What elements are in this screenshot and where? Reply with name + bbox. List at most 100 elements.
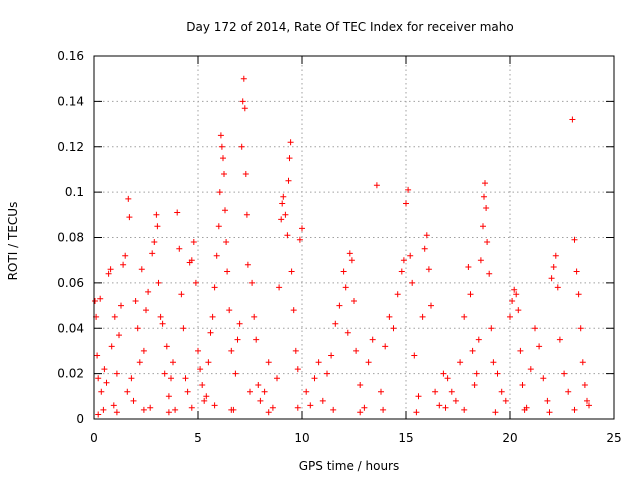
data-point bbox=[579, 359, 586, 366]
data-point bbox=[330, 406, 337, 413]
data-point bbox=[287, 139, 294, 146]
data-point bbox=[107, 266, 114, 273]
data-point bbox=[211, 284, 218, 291]
data-point bbox=[221, 171, 227, 177]
data-point bbox=[328, 352, 335, 359]
data-point bbox=[461, 406, 468, 413]
data-point bbox=[247, 388, 253, 395]
data-point bbox=[575, 291, 582, 298]
data-point bbox=[573, 268, 580, 275]
data-point bbox=[552, 252, 559, 259]
data-point bbox=[571, 406, 578, 413]
data-point bbox=[284, 232, 291, 239]
y-axis-label: ROTI / TECUs bbox=[6, 202, 20, 281]
data-point bbox=[190, 239, 197, 245]
data-point bbox=[544, 397, 551, 404]
data-point bbox=[94, 352, 101, 359]
data-point bbox=[207, 329, 214, 336]
data-point bbox=[292, 347, 299, 354]
data-point bbox=[490, 359, 497, 366]
data-point bbox=[138, 266, 145, 273]
data-point bbox=[157, 313, 164, 320]
data-point bbox=[303, 388, 310, 395]
data-point bbox=[415, 393, 422, 400]
x-tick-label: 10 bbox=[294, 431, 309, 445]
data-point bbox=[457, 359, 464, 366]
data-point bbox=[440, 370, 447, 377]
data-point bbox=[315, 359, 322, 366]
axes: 0 0.02 0.04 0.06 0.08 0.1 0.12 0.14 0.16 0 5 10 15 20… bbox=[57, 49, 621, 445]
data-point bbox=[232, 370, 239, 377]
data-point bbox=[95, 411, 102, 418]
data-point bbox=[238, 143, 245, 150]
y-tick-label: 0.16 bbox=[57, 49, 84, 63]
data-point bbox=[421, 245, 428, 252]
y-tick-label: 0.04 bbox=[57, 321, 84, 335]
data-point bbox=[240, 75, 247, 82]
data-point bbox=[192, 279, 199, 286]
data-point bbox=[140, 406, 147, 413]
data-point bbox=[241, 105, 248, 112]
data-point bbox=[111, 313, 118, 320]
data-point bbox=[378, 388, 384, 395]
data-point bbox=[332, 320, 339, 327]
data-point bbox=[548, 275, 555, 282]
data-point bbox=[228, 406, 235, 413]
data-point bbox=[382, 343, 389, 350]
data-point bbox=[95, 375, 102, 382]
data-point bbox=[442, 404, 449, 411]
data-point bbox=[386, 313, 393, 320]
data-point bbox=[519, 382, 526, 388]
data-point bbox=[365, 359, 372, 366]
data-point bbox=[151, 239, 158, 245]
data-point bbox=[294, 404, 301, 411]
data-point bbox=[280, 193, 287, 200]
data-point bbox=[357, 409, 364, 416]
data-point bbox=[436, 402, 443, 409]
data-point bbox=[105, 270, 112, 277]
data-point bbox=[149, 250, 156, 257]
data-point bbox=[423, 232, 430, 239]
data-point bbox=[101, 366, 108, 373]
x-tick-label: 0 bbox=[90, 431, 98, 445]
data-point bbox=[118, 302, 124, 309]
data-point bbox=[113, 409, 120, 416]
data-point bbox=[188, 404, 195, 411]
data-point bbox=[234, 336, 241, 343]
data-point bbox=[509, 298, 516, 304]
data-point bbox=[178, 291, 185, 298]
data-point bbox=[394, 291, 401, 298]
data-point bbox=[546, 409, 553, 416]
data-point bbox=[163, 343, 170, 350]
data-point bbox=[165, 409, 172, 416]
data-point bbox=[571, 236, 578, 243]
data-point bbox=[351, 298, 357, 304]
data-point bbox=[344, 329, 351, 336]
x-tick-label: 5 bbox=[194, 431, 202, 445]
data-point bbox=[265, 409, 272, 416]
data-point bbox=[124, 388, 131, 395]
data-point bbox=[205, 359, 212, 366]
data-point bbox=[180, 325, 187, 332]
data-point bbox=[288, 268, 295, 275]
data-point bbox=[239, 98, 246, 105]
data-point bbox=[403, 200, 409, 207]
data-point bbox=[411, 352, 418, 359]
data-point bbox=[340, 268, 347, 275]
data-point bbox=[108, 343, 115, 350]
data-point bbox=[527, 366, 534, 373]
data-point bbox=[249, 279, 256, 286]
data-point bbox=[536, 343, 543, 350]
data-point bbox=[153, 211, 160, 218]
data-point bbox=[565, 388, 572, 395]
data-point bbox=[584, 397, 590, 404]
data-point bbox=[482, 180, 488, 187]
data-point bbox=[98, 388, 105, 395]
data-point bbox=[168, 375, 174, 382]
data-point bbox=[486, 270, 493, 277]
data-point bbox=[155, 279, 162, 286]
data-point bbox=[357, 382, 364, 388]
data-point bbox=[569, 116, 576, 123]
data-point bbox=[373, 182, 380, 189]
